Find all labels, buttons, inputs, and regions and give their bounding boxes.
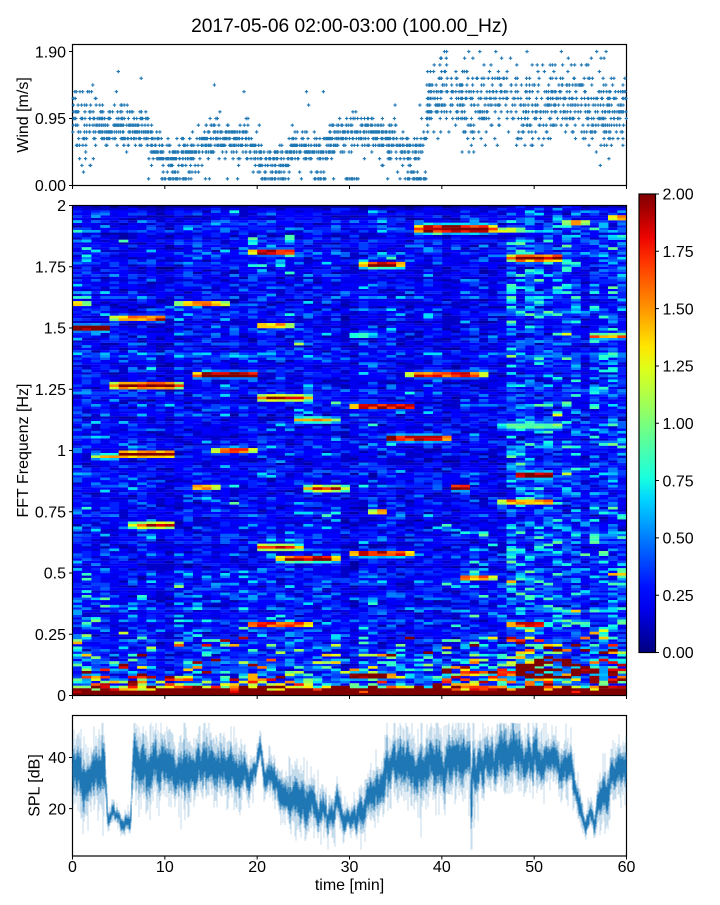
svg-text:1.25: 1.25 <box>663 359 694 376</box>
svg-text:0.50: 0.50 <box>663 531 694 548</box>
svg-text:1.25: 1.25 <box>35 382 66 399</box>
svg-text:0.5: 0.5 <box>44 566 66 583</box>
svg-text:60: 60 <box>618 859 636 876</box>
svg-text:0.00: 0.00 <box>663 645 694 662</box>
svg-text:1.50: 1.50 <box>663 301 694 318</box>
svg-text:time [min]: time [min] <box>315 877 384 894</box>
svg-text:1.75: 1.75 <box>35 259 66 276</box>
svg-text:1.00: 1.00 <box>663 416 694 433</box>
svg-text:0.25: 0.25 <box>35 627 66 644</box>
svg-text:0: 0 <box>57 688 66 705</box>
svg-text:0.00: 0.00 <box>35 178 66 195</box>
svg-text:10: 10 <box>156 859 174 876</box>
svg-text:Wind [m/s]: Wind [m/s] <box>15 77 32 153</box>
svg-text:2017-05-06 02:00-03:00 (100.00: 2017-05-06 02:00-03:00 (100.00_Hz) <box>191 16 508 37</box>
svg-text:2.00: 2.00 <box>663 187 694 204</box>
svg-text:0: 0 <box>68 859 77 876</box>
svg-text:30: 30 <box>341 859 359 876</box>
svg-text:0.75: 0.75 <box>35 504 66 521</box>
svg-text:1.90: 1.90 <box>35 44 66 61</box>
svg-text:0.95: 0.95 <box>35 111 66 128</box>
svg-text:SPL [dB]: SPL [dB] <box>27 754 44 817</box>
svg-text:50: 50 <box>525 859 543 876</box>
svg-text:1.5: 1.5 <box>44 321 66 338</box>
svg-text:2: 2 <box>57 198 66 215</box>
svg-text:20: 20 <box>48 801 66 818</box>
svg-text:1: 1 <box>57 443 66 460</box>
svg-text:40: 40 <box>433 859 451 876</box>
svg-text:40: 40 <box>48 750 66 767</box>
svg-text:FFT Frequenz [Hz]: FFT Frequenz [Hz] <box>15 384 32 518</box>
svg-text:0.25: 0.25 <box>663 588 694 605</box>
svg-text:0.75: 0.75 <box>663 473 694 490</box>
svg-text:1.75: 1.75 <box>663 244 694 261</box>
svg-text:20: 20 <box>248 859 266 876</box>
